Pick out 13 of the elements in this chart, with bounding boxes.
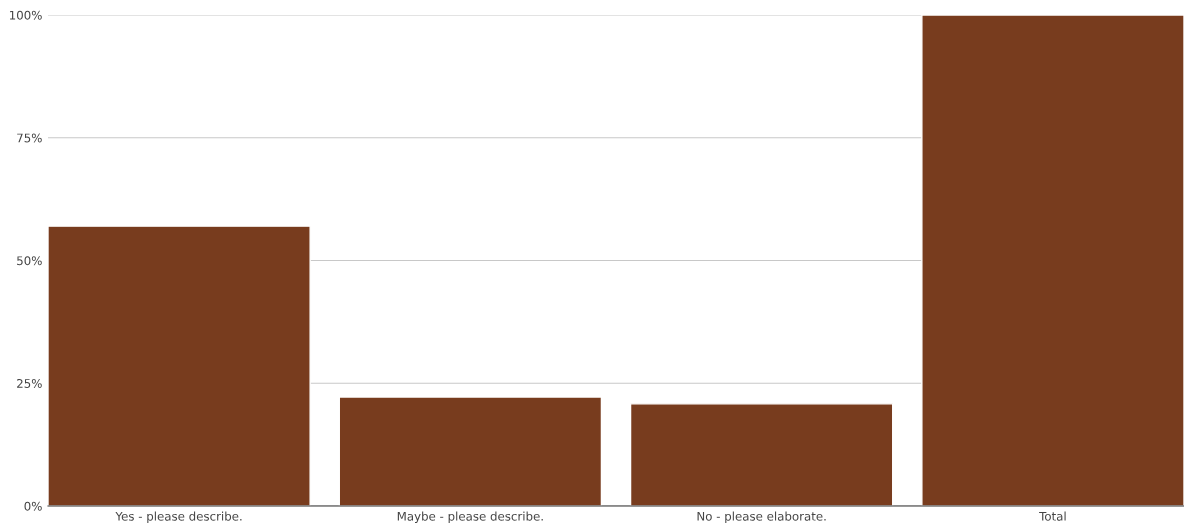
y-tick-label: 50% xyxy=(17,256,42,266)
y-tick-label: 100% xyxy=(9,10,42,20)
x-tick-label: Total xyxy=(1039,511,1066,521)
bar xyxy=(48,225,311,506)
y-tick-label: 75% xyxy=(17,133,42,143)
y-tick-label: 0% xyxy=(24,501,42,511)
x-tick-label: Maybe - please describe. xyxy=(397,511,543,523)
bar xyxy=(338,396,603,506)
bar xyxy=(921,15,1184,506)
x-tick-label: Yes - please describe. xyxy=(115,511,242,523)
y-tick-label: 25% xyxy=(17,378,42,388)
x-tick-label: No - please elaborate. xyxy=(697,511,826,523)
bar xyxy=(629,403,894,506)
